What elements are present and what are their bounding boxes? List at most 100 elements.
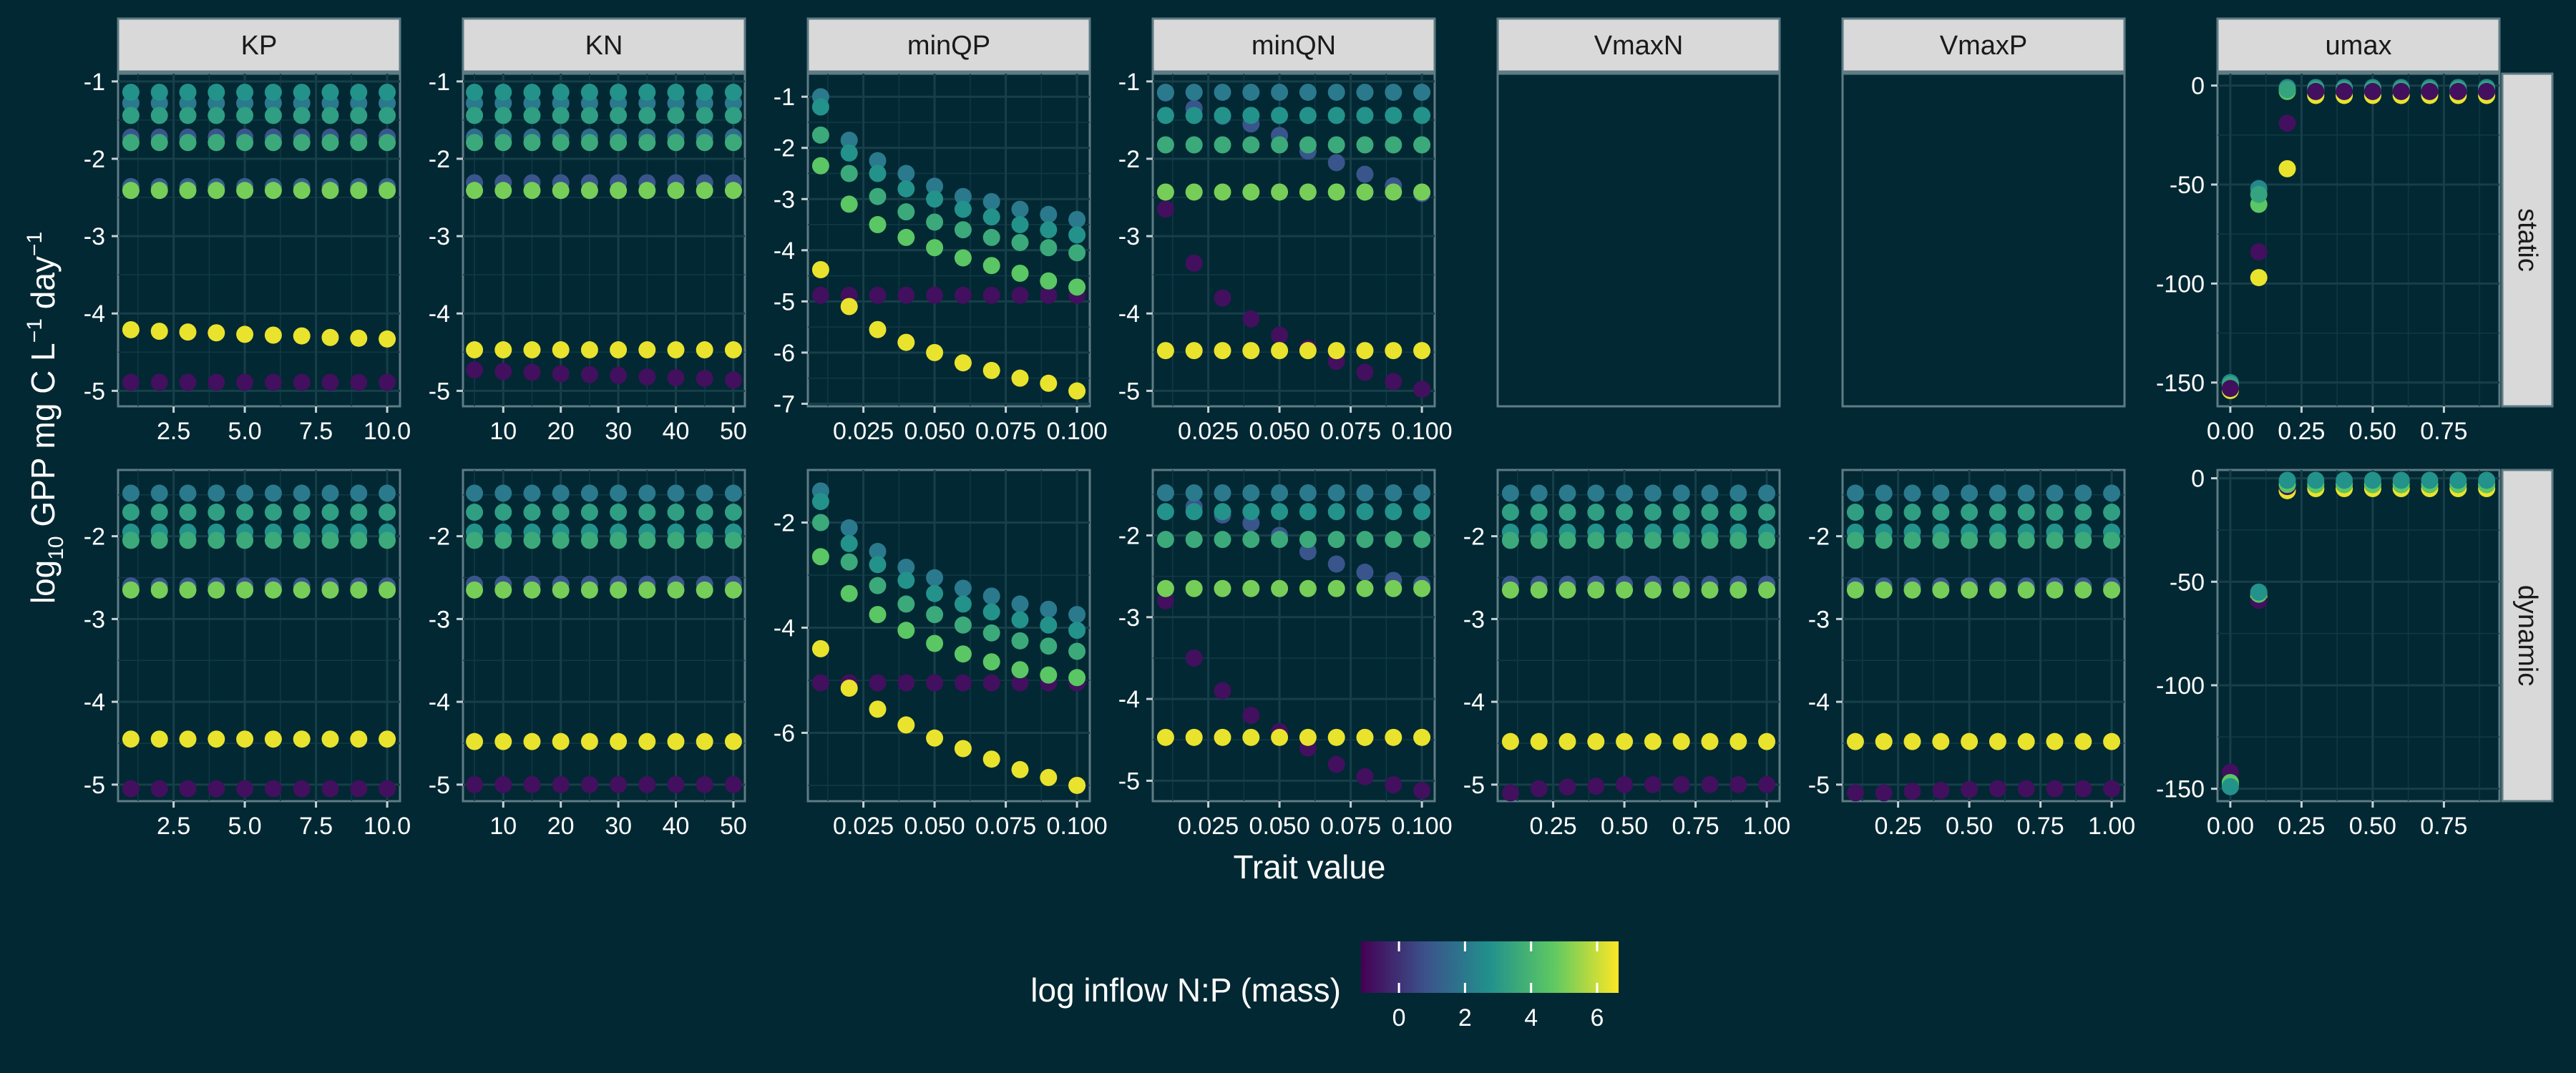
- y-axis-title: log10 GPP mg C L−1 day−1: [23, 232, 68, 604]
- data-point: [321, 484, 339, 502]
- data-point: [982, 750, 1000, 768]
- data-point: [926, 190, 944, 208]
- data-point: [379, 730, 396, 748]
- data-point: [1356, 503, 1374, 521]
- x-tick-label: 5.0: [228, 418, 261, 445]
- data-point: [1587, 581, 1605, 599]
- panel-VmaxP-dynamic: 0.25 0.50 0.75 1.00 -2 -3 -4 -5: [1808, 469, 2135, 840]
- panel-minQN-dynamic: 0.025 0.050 0.075 0.100 -2 -3 -4 -5: [1118, 469, 1453, 840]
- data-point: [1961, 581, 1979, 599]
- data-point: [667, 341, 685, 359]
- data-point: [321, 83, 339, 101]
- data-point: [724, 581, 742, 599]
- data-point: [293, 107, 311, 124]
- data-point: [293, 581, 311, 599]
- strip-label: minQP: [907, 31, 990, 61]
- y-tick-label: -100: [2156, 672, 2205, 700]
- data-point: [1932, 781, 1950, 799]
- data-point: [1185, 183, 1203, 201]
- panel-minQP-static: 0.025 0.050 0.075 0.100 -1 -2 -3 -4 -5 -6 -7: [774, 72, 1108, 445]
- data-point: [494, 504, 512, 521]
- data-point: [840, 534, 858, 552]
- data-point: [552, 83, 570, 101]
- data-point: [869, 556, 887, 574]
- data-point: [1011, 661, 1029, 679]
- data-point: [379, 83, 396, 101]
- data-point: [1501, 484, 1519, 502]
- data-point: [954, 645, 972, 663]
- data-point: [1530, 780, 1548, 798]
- data-point: [1875, 504, 1893, 521]
- data-point: [2449, 471, 2467, 489]
- data-point: [2017, 780, 2035, 798]
- data-point: [1530, 504, 1548, 521]
- data-point: [1214, 136, 1231, 154]
- legend-ticks: 0 2 4 6: [1392, 941, 1604, 1032]
- data-point: [1846, 581, 1864, 599]
- data-point: [466, 341, 484, 359]
- data-point: [2421, 471, 2439, 489]
- data-point: [1156, 503, 1174, 521]
- data-point: [1413, 579, 1431, 597]
- color-legend: log inflow N:P (mass) 0 2 4 6: [1030, 941, 1619, 1032]
- data-point: [1040, 616, 1058, 634]
- data-point: [1299, 531, 1317, 549]
- data-point: [1185, 254, 1203, 272]
- data-point: [2449, 82, 2467, 100]
- data-point: [150, 531, 168, 549]
- data-point: [1068, 642, 1086, 660]
- data-point: [1299, 107, 1317, 124]
- data-point: [926, 569, 944, 587]
- data-point: [350, 182, 368, 200]
- data-point: [954, 595, 972, 613]
- data-point: [580, 581, 598, 599]
- data-point: [2046, 780, 2064, 798]
- y-tick-label: -4: [1118, 300, 1140, 328]
- x-tick-label: 0.75: [2420, 418, 2467, 445]
- data-point: [293, 504, 311, 521]
- data-point: [1011, 286, 1029, 304]
- data-point: [1185, 579, 1203, 597]
- x-tick-label: 40: [663, 813, 690, 840]
- data-point: [1413, 782, 1431, 800]
- data-point: [2278, 114, 2296, 132]
- data-point: [954, 249, 972, 267]
- x-tick-label: 0.100: [1392, 418, 1453, 445]
- data-point: [523, 531, 541, 549]
- data-point: [1413, 183, 1431, 201]
- data-point: [208, 134, 225, 152]
- data-point: [1729, 775, 1747, 793]
- data-point: [1214, 728, 1231, 746]
- data-point: [379, 330, 396, 348]
- data-point: [1932, 531, 1950, 549]
- data-point: [610, 134, 628, 152]
- data-point: [1356, 579, 1374, 597]
- data-point: [2250, 185, 2268, 203]
- data-point: [1729, 733, 1747, 750]
- data-point: [264, 531, 282, 549]
- data-point: [552, 775, 570, 793]
- y-tick-label: -3: [1463, 606, 1485, 633]
- y-tick-label: -2: [429, 524, 450, 551]
- y-tick-label: -150: [2156, 776, 2205, 803]
- data-point: [122, 107, 140, 124]
- data-point: [122, 531, 140, 549]
- data-point: [2103, 531, 2121, 549]
- x-tick-label: 50: [720, 418, 747, 445]
- data-point: [122, 730, 140, 748]
- x-tick-label: 1.00: [1743, 813, 1790, 840]
- y-tick-label: -2: [429, 146, 450, 173]
- data-point: [122, 780, 140, 798]
- y-tick-label: -5: [1118, 768, 1140, 795]
- data-point: [552, 365, 570, 383]
- data-point: [1040, 205, 1058, 223]
- data-point: [1242, 83, 1260, 101]
- y-tick-label: -5: [1118, 378, 1140, 405]
- data-point: [1327, 154, 1345, 172]
- data-point: [897, 572, 915, 589]
- data-point: [926, 286, 944, 304]
- data-point: [897, 333, 915, 351]
- data-point: [1644, 775, 1662, 793]
- data-point: [1011, 216, 1029, 234]
- data-point: [2017, 504, 2035, 521]
